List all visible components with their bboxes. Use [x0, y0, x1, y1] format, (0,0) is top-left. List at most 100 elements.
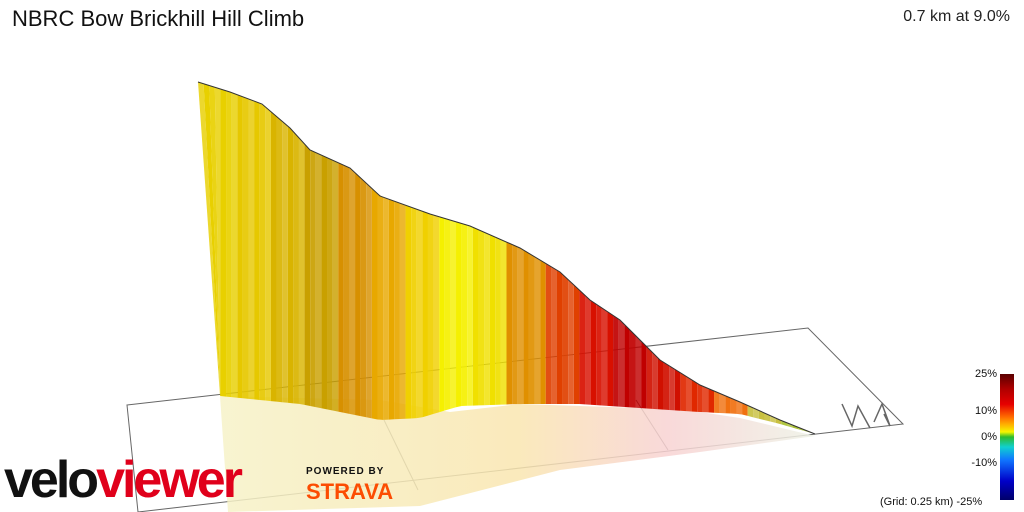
profile-strip [310, 150, 316, 408]
page-title: NBRC Bow Brickhill Hill Climb [12, 6, 305, 31]
profile-strip [427, 213, 434, 416]
profile-strip [573, 284, 580, 404]
profile-strip [601, 307, 608, 406]
profile-strip [618, 319, 625, 407]
logo-viewer: viewer [96, 451, 243, 509]
profile-strip [646, 346, 653, 409]
profile-strip [708, 388, 715, 413]
gradient-legend: 25% 10% 0% -10% [965, 368, 1024, 512]
profile-strip [355, 172, 361, 417]
profile-strip [321, 155, 328, 410]
profile-strip [416, 209, 423, 419]
profile-strip [641, 341, 647, 409]
profile-strip [624, 324, 630, 408]
profile-strip [231, 92, 238, 398]
profile-strip [405, 205, 412, 419]
profile-strip [461, 223, 468, 406]
profile-strip [444, 218, 451, 411]
profile-strip [237, 94, 243, 399]
profile-strip [607, 311, 614, 407]
grid-scale-text: (Grid: 0.25 km) [880, 496, 954, 508]
profile-strip [226, 90, 232, 398]
profile-strip [753, 407, 759, 419]
profile-strip [786, 422, 793, 428]
profile-strip [456, 221, 462, 408]
profile-strip [338, 162, 344, 413]
profile-strip [663, 362, 670, 410]
profile-strip [203, 83, 220, 396]
profile-strip [534, 256, 541, 404]
profile-strip [657, 357, 664, 410]
profile-strip [523, 249, 529, 404]
logo-velo: velo [4, 451, 99, 509]
profile-strip [512, 244, 518, 405]
profile-strip [371, 188, 378, 420]
profile-strip [680, 372, 686, 412]
legend-label-min: -25% [956, 496, 983, 508]
profile-strip [590, 300, 597, 406]
profile-strip [472, 227, 479, 406]
profile-strip [304, 144, 311, 407]
profile-strip [377, 193, 384, 420]
profile-strip [198, 82, 220, 396]
grid-note: (Grid: 0.25 km) -25% [880, 496, 982, 508]
profile-strip [276, 116, 283, 403]
profile-strip [399, 203, 406, 420]
profile-strip [270, 111, 277, 402]
profile-strip [685, 376, 692, 412]
profile-strip [669, 365, 675, 411]
profile-strip [725, 395, 731, 414]
profile-strip [545, 263, 552, 404]
profile-strip [259, 103, 266, 401]
profile-strip [327, 157, 333, 411]
profile-strip [422, 211, 428, 418]
profile-strip [360, 177, 367, 418]
profile-strip [730, 398, 737, 414]
legend-label-0: 0% [981, 431, 997, 443]
legend-label-max: 25% [974, 368, 997, 380]
profile-strip [394, 201, 400, 420]
profile-strip [366, 183, 372, 419]
profile-strip [411, 207, 417, 419]
powered-by-label: POWERED BY [306, 466, 385, 477]
profile-strip [506, 242, 513, 405]
profile-strip [388, 199, 395, 420]
profile-shadow [220, 396, 815, 512]
profile-strip [467, 225, 473, 406]
profile-strip [484, 232, 490, 406]
profile-strip [489, 234, 496, 406]
profile-strip [282, 121, 288, 403]
north-arrow-icon [841, 401, 891, 429]
profile-strip [747, 405, 754, 418]
climb-summary: 0.7 km at 9.0% [903, 8, 1010, 25]
profile-strip [719, 393, 726, 414]
profile-strip [596, 304, 602, 406]
veloviewer-logo[interactable]: veloviewer POWERED BY STRAVA [4, 452, 424, 508]
profile-strip [585, 295, 591, 405]
profile-strip [742, 402, 748, 416]
profile-strip [433, 215, 440, 414]
profile-wall [198, 82, 815, 434]
profile-strip [439, 216, 445, 413]
profile-strip [556, 270, 563, 404]
profile-strip [702, 386, 709, 413]
profile-strip [517, 246, 524, 405]
profile-strip [343, 165, 350, 414]
profile-strip [214, 87, 221, 397]
profile-strip [500, 239, 507, 405]
profile-strip [315, 152, 322, 409]
profile-strip [697, 383, 703, 413]
profile-strip [287, 126, 294, 404]
profile-strip [383, 197, 389, 420]
profile-strip [242, 96, 249, 399]
profile-strip [450, 220, 457, 409]
profile-strip [220, 89, 227, 397]
profile-strip [775, 418, 782, 425]
profile-strip [714, 390, 720, 413]
profile-strip [674, 369, 681, 411]
strava-logo: STRAVA [306, 479, 394, 504]
profile-strip [293, 131, 299, 404]
logo-text: veloviewer [4, 451, 243, 509]
profile-strip [691, 379, 698, 412]
